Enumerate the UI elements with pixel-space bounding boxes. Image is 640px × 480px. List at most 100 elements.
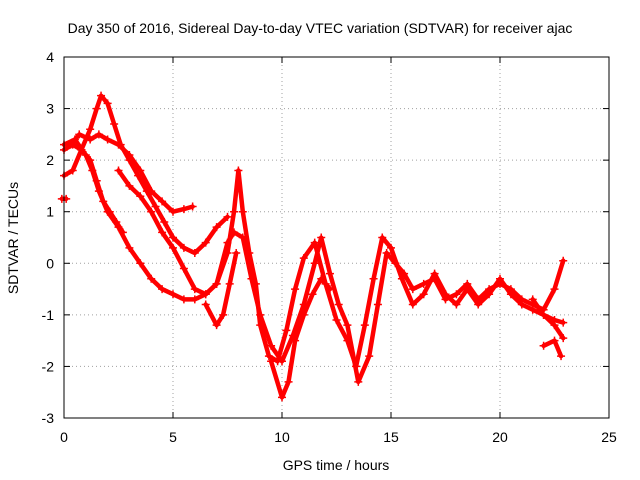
data-point — [400, 269, 409, 278]
data-point — [225, 279, 234, 288]
y-tick-label: 4 — [46, 49, 54, 65]
data-point — [354, 377, 363, 386]
data-point — [559, 256, 568, 265]
data-point — [474, 295, 483, 304]
data-point — [308, 290, 317, 299]
data-point — [238, 207, 247, 216]
data-point — [70, 135, 79, 144]
data-point — [114, 140, 123, 149]
data-point — [114, 223, 123, 232]
data-point — [550, 336, 559, 345]
y-tick-label: 1 — [46, 204, 54, 220]
data-point — [369, 274, 378, 283]
data-point — [382, 248, 391, 257]
data-point — [317, 233, 326, 242]
data-point — [114, 166, 123, 175]
data-point — [136, 259, 145, 268]
data-point — [360, 321, 369, 330]
data-point — [147, 187, 156, 196]
data-point — [158, 197, 167, 206]
data-point — [169, 233, 177, 242]
data-point — [256, 310, 265, 319]
data-point — [125, 243, 134, 252]
series-trace — [116, 168, 566, 385]
data-point — [299, 310, 308, 319]
data-point — [188, 202, 197, 211]
data-point — [419, 279, 428, 288]
data-point — [94, 130, 103, 139]
data-point — [212, 223, 221, 232]
series-trace — [268, 276, 333, 400]
data-point — [190, 285, 199, 294]
series-trace — [61, 93, 230, 256]
data-point — [151, 202, 160, 211]
data-point — [557, 352, 566, 361]
data-point — [391, 259, 400, 268]
data-point — [496, 279, 504, 288]
y-tick-label: 2 — [46, 152, 54, 168]
data-point — [232, 248, 241, 257]
data-point — [92, 104, 101, 113]
y-tick-label: -2 — [42, 358, 55, 374]
data-point — [230, 228, 239, 237]
data-point — [310, 238, 319, 247]
data-point — [343, 321, 352, 330]
y-axis-tick-labels: -3 -2 -1 0 1 2 3 4 — [42, 49, 55, 426]
data-point — [179, 205, 188, 214]
y-tick-label: -3 — [42, 410, 55, 426]
data-point — [201, 290, 210, 299]
y-tick-label: 0 — [46, 255, 54, 271]
series-arc-5 — [114, 166, 568, 386]
data-point — [284, 377, 293, 386]
data-point — [378, 233, 387, 242]
x-tick-label: 15 — [383, 429, 399, 445]
data-point — [267, 341, 276, 350]
data-point — [147, 207, 156, 216]
grid — [64, 57, 609, 418]
data-point — [278, 357, 286, 366]
data-point — [452, 290, 461, 299]
data-point — [179, 295, 188, 304]
data-point — [238, 233, 247, 242]
data-point — [97, 91, 106, 100]
data-point — [136, 166, 145, 175]
data-point — [86, 125, 95, 134]
data-point — [136, 192, 145, 201]
data-point — [147, 274, 156, 283]
y-axis-label: SDTVAR / TECUs — [5, 182, 21, 294]
data-point — [365, 352, 374, 361]
data-point — [463, 279, 472, 288]
data-point — [485, 285, 494, 294]
y-tick-label: 3 — [46, 101, 54, 117]
series-arc-7 — [201, 248, 241, 330]
data-point — [125, 181, 134, 190]
data-point — [267, 357, 276, 366]
data-point — [212, 279, 221, 288]
data-point — [325, 285, 334, 294]
data-point — [299, 254, 308, 263]
x-axis-tick-labels: 0 5 10 15 20 25 — [60, 429, 617, 445]
data-point — [550, 321, 559, 330]
y-tick-label: -1 — [42, 307, 55, 323]
data-point — [160, 218, 169, 227]
series-arc-8 — [539, 336, 566, 361]
data-point — [201, 238, 210, 247]
series-arc-10 — [528, 295, 568, 343]
plot-frame — [63, 56, 610, 419]
data-series-layer — [57, 91, 568, 402]
data-point — [387, 243, 395, 252]
series-trace — [541, 338, 564, 359]
data-point — [317, 274, 326, 283]
data-point — [169, 243, 177, 252]
data-point — [452, 300, 461, 309]
data-point — [219, 310, 228, 319]
data-point — [539, 310, 548, 319]
data-point — [408, 285, 417, 294]
x-tick-label: 10 — [274, 429, 290, 445]
data-point — [419, 290, 428, 299]
data-point — [332, 316, 341, 325]
data-point — [88, 166, 97, 175]
data-point — [201, 300, 210, 309]
data-point — [517, 295, 526, 304]
data-point — [103, 207, 112, 216]
